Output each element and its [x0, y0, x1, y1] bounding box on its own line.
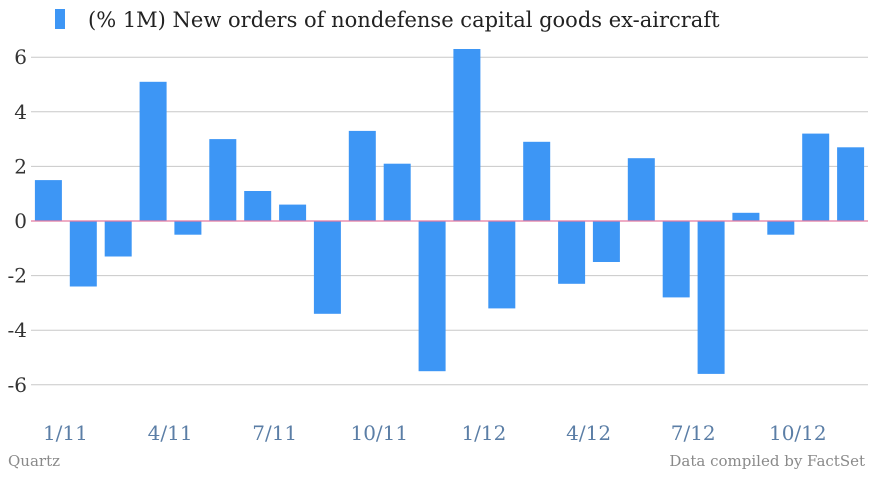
x-tick-label: 10/11 [350, 421, 408, 445]
bar-1-11 [34, 180, 62, 222]
x-tick-label: 7/12 [671, 421, 716, 445]
bar-5-12 [592, 221, 620, 262]
bar-10-12 [767, 221, 795, 235]
bar-5-11 [174, 221, 202, 235]
bar-9-11 [313, 221, 341, 314]
footer-source-left: Quartz [8, 452, 61, 470]
x-tick-label: 4/11 [148, 421, 193, 445]
bar-6-12 [627, 158, 655, 221]
bar-6-11 [209, 139, 237, 221]
bar-4-11 [139, 81, 167, 221]
bar-11-11 [383, 163, 411, 221]
bar-9-12 [732, 212, 760, 221]
y-tick-label: -6 [8, 373, 27, 397]
x-axis-ticks: 1/11 4/11 7/11 10/11 1/12 4/12 7/12 10/12 [43, 421, 827, 445]
legend-label: (% 1M) New orders of nondefense capital … [88, 8, 720, 32]
bar-2-12 [488, 221, 516, 309]
y-axis-ticks: 6 4 2 0 -2 -4 -6 [8, 45, 27, 397]
gridlines [31, 56, 868, 386]
bar-2-11 [69, 221, 97, 287]
bars [34, 49, 865, 374]
y-tick-label: -4 [8, 318, 27, 342]
x-tick-label: 7/11 [252, 421, 297, 445]
y-tick-label: -2 [8, 264, 27, 288]
y-tick-label: 6 [14, 45, 27, 69]
bar-12-11 [418, 221, 446, 372]
bar-7-11 [244, 191, 272, 221]
bar-3-11 [104, 221, 132, 257]
legend-swatch [55, 9, 65, 29]
bar-3-12 [523, 141, 551, 221]
bar-7-12 [662, 221, 690, 298]
x-tick-label: 4/12 [566, 421, 611, 445]
bar-11-12 [802, 133, 830, 221]
x-tick-label: 1/11 [43, 421, 88, 445]
y-tick-label: 2 [14, 154, 27, 178]
y-tick-label: 4 [14, 100, 27, 124]
legend: (% 1M) New orders of nondefense capital … [55, 8, 720, 32]
bar-1-12 [453, 49, 481, 221]
bar-8-11 [279, 204, 307, 221]
bar-10-11 [348, 130, 376, 221]
y-tick-label: 0 [14, 209, 27, 233]
bar-4-12 [558, 221, 586, 284]
x-tick-label: 10/12 [769, 421, 827, 445]
x-tick-label: 1/12 [461, 421, 506, 445]
bar-12-12 [837, 147, 865, 221]
bar-8-12 [697, 221, 725, 374]
footer-source-right: Data compiled by FactSet [669, 452, 865, 470]
